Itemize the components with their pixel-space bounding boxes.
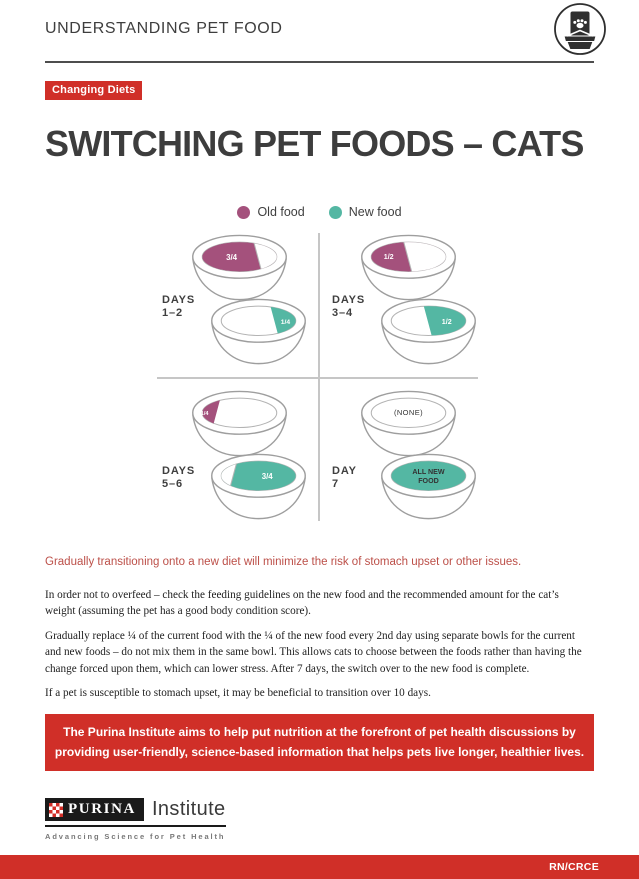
bowl-old-food-days-5-6: 1/4 xyxy=(192,390,287,457)
callout-text: The Purina Institute aims to help put nu… xyxy=(54,725,585,759)
bowl-new-food-days-3-4: 1/2 xyxy=(381,298,476,365)
portion-label: FOOD xyxy=(418,477,439,485)
purina-wordmark: PURINA xyxy=(68,801,136,817)
intro-text: Gradually transitioning onto a new diet … xyxy=(45,556,522,568)
footer-bar: RN/CRCE xyxy=(0,855,639,879)
quadrant-label-day-7: DAY 7 xyxy=(332,465,357,491)
purina-wordmark-box: PURINA xyxy=(45,798,144,821)
topic-badge: Changing Diets xyxy=(45,81,143,100)
body-text: Gradually transitioning onto a new diet … xyxy=(45,556,590,709)
legend-item-new-food: New food xyxy=(328,205,402,219)
purina-institute-logo: PURINA Institute Advancing Science for P… xyxy=(45,798,226,841)
portion-label: 1/2 xyxy=(384,253,394,261)
header-title: UNDERSTANDING PET FOOD xyxy=(45,20,283,37)
institute-wordmark: Institute xyxy=(151,798,226,820)
quadrant-label-days-3-4: DAYS 3–4 xyxy=(332,294,366,320)
quadrant-divider-horizontal xyxy=(157,377,478,379)
portion-label: 1/4 xyxy=(201,411,210,417)
portion-label: 1/2 xyxy=(442,318,452,326)
legend: Old food New food xyxy=(0,205,639,219)
body-paragraph: In order not to overfeed – check the fee… xyxy=(45,589,559,618)
bowl-new-food-day-7: ALL NEW FOOD xyxy=(381,453,476,520)
quadrant-label-days-1-2: DAYS 1–2 xyxy=(162,294,196,320)
quadrant-label-days-5-6: DAYS 5–6 xyxy=(162,465,196,491)
body-paragraph: If a pet is susceptible to stomach upset… xyxy=(45,687,431,700)
bowl-old-food-days-3-4: 1/2 xyxy=(361,234,456,301)
callout-box: The Purina Institute aims to help put nu… xyxy=(45,714,594,771)
page-title: SWITCHING PET FOODS – CATS xyxy=(45,123,584,164)
new-food-swatch xyxy=(328,205,342,219)
legend-new-label: New food xyxy=(348,205,402,219)
bowl-old-food-days-1-2: 3/4 xyxy=(192,234,287,301)
bowl-old-food-day-7: (NONE) xyxy=(361,390,456,457)
body-paragraph: Gradually replace ¼ of the current food … xyxy=(45,629,582,675)
legend-old-label: Old food xyxy=(257,205,305,219)
portion-label: 3/4 xyxy=(226,253,238,262)
bowl-new-food-days-1-2: 1/4 xyxy=(211,298,306,365)
pet-food-bag-and-bowl-icon xyxy=(553,2,607,56)
bowl-new-food-days-5-6: 3/4 xyxy=(211,453,306,520)
footer-code: RN/CRCE xyxy=(549,861,599,873)
logo-lockup: PURINA Institute xyxy=(45,798,226,827)
purina-checkerboard-icon xyxy=(49,802,63,817)
portion-label: 1/4 xyxy=(281,319,291,326)
logo-tagline: Advancing Science for Pet Health xyxy=(45,832,226,841)
legend-item-old-food: Old food xyxy=(237,205,305,219)
portion-label: 3/4 xyxy=(262,472,274,481)
portion-label: ALL NEW xyxy=(412,468,445,476)
old-food-swatch xyxy=(237,205,251,219)
portion-label: (NONE) xyxy=(394,408,423,417)
header-divider xyxy=(45,61,594,63)
